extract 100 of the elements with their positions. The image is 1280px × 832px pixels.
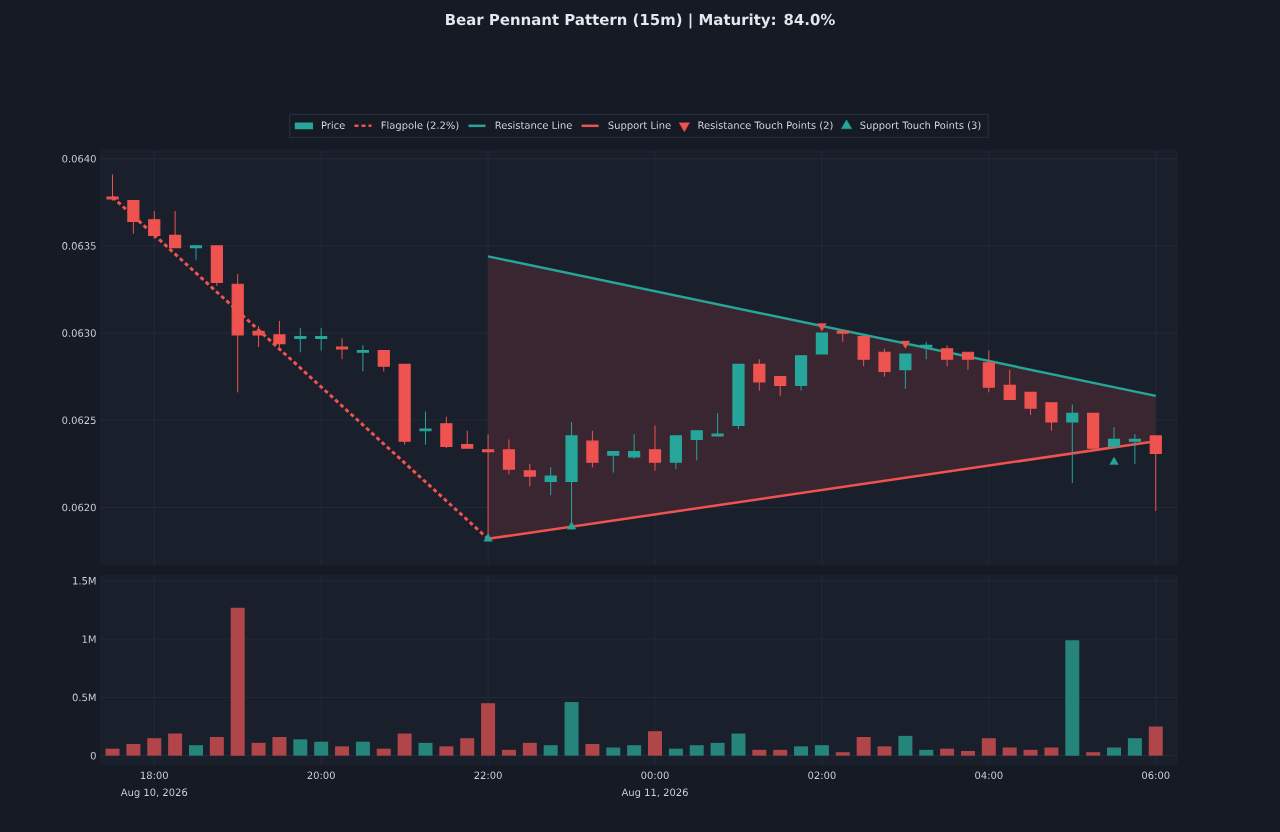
bar xyxy=(522,742,537,756)
point xyxy=(900,340,910,349)
bar xyxy=(877,746,892,756)
candlestick xyxy=(252,325,265,348)
bar xyxy=(898,735,913,756)
bar xyxy=(209,737,224,756)
bar xyxy=(585,744,600,756)
candlestick xyxy=(753,358,766,392)
bar xyxy=(376,748,391,756)
bar xyxy=(335,746,350,756)
y-tick-label: 0.0625 xyxy=(62,416,96,425)
bar xyxy=(1023,749,1038,756)
y-tick-label: 1.5M xyxy=(73,577,96,585)
candlestick xyxy=(440,416,453,449)
bar xyxy=(668,748,683,756)
candlestick xyxy=(502,438,516,475)
bar xyxy=(1148,726,1163,756)
bar xyxy=(1044,747,1059,756)
bar xyxy=(627,745,642,756)
candlestick xyxy=(544,466,557,496)
candlestick xyxy=(628,433,641,460)
candlestick xyxy=(148,210,161,240)
bar xyxy=(835,752,850,756)
candlestick xyxy=(648,425,662,472)
candlestick xyxy=(273,320,286,348)
bar xyxy=(689,745,704,756)
bar xyxy=(960,751,975,756)
bar xyxy=(856,737,871,756)
bar xyxy=(293,739,308,756)
candlestick xyxy=(961,351,975,371)
bar xyxy=(543,745,558,756)
point xyxy=(817,323,827,332)
bar xyxy=(251,742,266,756)
legend-label: Flagpole (2.2%) xyxy=(381,121,459,131)
bar xyxy=(397,733,412,756)
bar xyxy=(126,744,141,756)
point xyxy=(483,533,493,542)
candlestick xyxy=(690,430,703,461)
bar xyxy=(460,738,475,756)
bar xyxy=(1127,738,1142,756)
bar xyxy=(981,738,996,756)
candlestick xyxy=(335,337,349,360)
candlestick xyxy=(189,245,203,261)
candlestick xyxy=(1066,404,1079,484)
bar xyxy=(355,741,370,756)
bar xyxy=(1086,752,1101,756)
bar xyxy=(314,741,329,756)
x-tick-label: 18:00 xyxy=(140,771,168,780)
bar xyxy=(814,745,829,756)
bar xyxy=(418,742,433,756)
bar xyxy=(731,733,746,756)
bar xyxy=(168,733,183,756)
x-tick-label: 02:00 xyxy=(808,771,836,780)
bar xyxy=(752,749,767,756)
candlestick xyxy=(774,376,787,397)
legend-label: Resistance Line xyxy=(495,121,572,129)
candlestick xyxy=(899,353,912,390)
bar xyxy=(940,748,955,756)
bar xyxy=(272,737,287,756)
x-tick-label: 06:00 xyxy=(1142,771,1170,780)
candlestick xyxy=(1128,433,1141,465)
bar xyxy=(794,746,809,756)
text: Aug 10, 2026 xyxy=(120,788,188,798)
candlestick xyxy=(1045,402,1058,432)
y-tick-label: 0.0620 xyxy=(62,503,96,512)
legend-label: Support Line xyxy=(608,121,671,131)
bar xyxy=(188,745,203,756)
candlestick xyxy=(523,463,536,488)
candlestick xyxy=(315,327,328,352)
bar xyxy=(648,731,662,756)
point xyxy=(567,521,577,530)
bar xyxy=(1065,640,1080,756)
bar xyxy=(1107,747,1122,756)
chart-title: Bear Pennant Pattern (15m) | Maturity: 84.0% xyxy=(446,13,835,29)
candlestick xyxy=(1024,391,1037,416)
candlestick xyxy=(1107,426,1121,448)
bar xyxy=(1002,747,1017,756)
x-tick-label: 04:00 xyxy=(975,771,1003,780)
bar xyxy=(564,702,579,756)
candlestick xyxy=(294,327,307,353)
bar xyxy=(230,607,245,756)
y-tick-label: 0.0635 xyxy=(62,242,96,250)
point xyxy=(1109,456,1119,465)
legend-label: Price xyxy=(321,121,345,129)
x-tick-label: 22:00 xyxy=(474,771,502,780)
y-tick-label: 0.0640 xyxy=(62,154,96,163)
bar xyxy=(919,749,934,756)
candlestick xyxy=(127,199,140,235)
candlestick xyxy=(607,451,620,474)
candlestick xyxy=(356,344,370,372)
text: Aug 11, 2026 xyxy=(621,788,688,798)
bar xyxy=(606,747,621,756)
bar xyxy=(105,748,120,756)
bar xyxy=(439,746,454,756)
candlestick xyxy=(815,332,829,355)
legend-label: Resistance Touch Points (2) xyxy=(698,121,833,131)
y-tick-label: 1M xyxy=(82,635,96,643)
bar xyxy=(481,703,496,756)
candlestick xyxy=(857,335,870,367)
y-tick-label: 0.5M xyxy=(72,693,96,702)
